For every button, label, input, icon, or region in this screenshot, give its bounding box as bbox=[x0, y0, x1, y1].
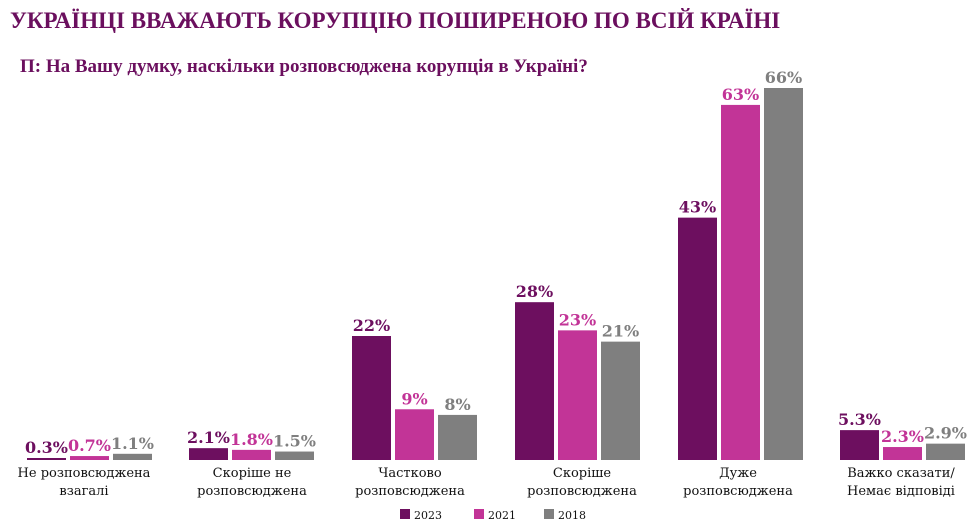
bar-2021-cat0 bbox=[70, 456, 109, 460]
data-label-2023-cat3: 28% bbox=[516, 282, 553, 301]
data-label-2018-cat3: 21% bbox=[602, 322, 639, 341]
bar-2023-cat4 bbox=[678, 217, 717, 460]
category-label-3-line0: Скоріше bbox=[553, 466, 611, 481]
category-label-4-line0: Дуже bbox=[719, 466, 757, 481]
data-label-2021-cat1: 1.8% bbox=[230, 430, 273, 449]
bar-2023-cat3 bbox=[515, 302, 554, 460]
category-label-2-line1: розповсюджена bbox=[355, 484, 465, 499]
bar-2018-cat2 bbox=[438, 414, 477, 460]
legend-swatch-2023 bbox=[400, 509, 410, 519]
bar-2023-cat2 bbox=[352, 336, 391, 460]
bar-2018-cat0 bbox=[113, 453, 152, 460]
legend-swatch-2018 bbox=[544, 509, 554, 519]
data-label-2023-cat2: 22% bbox=[353, 316, 390, 335]
page-title: УКРАЇНЦІ ВВАЖАЮТЬ КОРУПЦІЮ ПОШИРЕНОЮ ПО … bbox=[10, 8, 781, 33]
data-label-2018-cat1: 1.5% bbox=[273, 432, 316, 451]
data-label-2023-cat5: 5.3% bbox=[838, 410, 881, 429]
data-label-2021-cat4: 63% bbox=[722, 85, 759, 104]
category-label-0-line0: Не розповсюджена bbox=[18, 466, 151, 481]
data-label-2018-cat2: 8% bbox=[444, 395, 470, 414]
data-label-2021-cat5: 2.3% bbox=[881, 427, 924, 446]
bar-2018-cat4 bbox=[764, 88, 803, 460]
data-label-2021-cat2: 9% bbox=[401, 389, 427, 408]
data-label-2018-cat5: 2.9% bbox=[924, 424, 967, 443]
data-label-2018-cat0: 1.1% bbox=[111, 434, 154, 453]
legend-label-2018: 2018 bbox=[558, 509, 586, 522]
bar-2021-cat5 bbox=[883, 447, 922, 460]
category-label-3-line1: розповсюджена bbox=[527, 484, 637, 499]
data-label-2021-cat0: 0.7% bbox=[68, 436, 111, 455]
category-label-4-line1: розповсюджена bbox=[683, 484, 793, 499]
data-label-2021-cat3: 23% bbox=[559, 310, 596, 329]
bar-2021-cat2 bbox=[395, 409, 434, 460]
data-label-2023-cat0: 0.3% bbox=[25, 438, 68, 457]
bar-2018-cat3 bbox=[601, 341, 640, 460]
data-label-2023-cat4: 43% bbox=[679, 198, 716, 217]
category-label-1-line1: розповсюджена bbox=[197, 484, 307, 499]
bar-2018-cat1 bbox=[275, 451, 314, 460]
category-label-2-line0: Частково bbox=[378, 466, 442, 481]
legend-swatch-2021 bbox=[474, 509, 484, 519]
legend-label-2021: 2021 bbox=[488, 509, 516, 522]
category-label-5-line1: Немає відповіді bbox=[847, 484, 955, 499]
legend-label-2023: 2023 bbox=[414, 509, 442, 522]
category-label-1-line0: Скоріше не bbox=[213, 466, 292, 481]
bar-2023-cat5 bbox=[840, 430, 879, 460]
category-label-5-line0: Важко сказати/ bbox=[847, 466, 955, 481]
bar-2021-cat4 bbox=[721, 104, 760, 460]
bar-2023-cat0 bbox=[27, 458, 66, 460]
bar-2021-cat3 bbox=[558, 330, 597, 460]
data-label-2018-cat4: 66% bbox=[765, 68, 802, 87]
question-subtitle: П: На Вашу думку, наскільки розповсюджен… bbox=[20, 56, 588, 77]
bar-2021-cat1 bbox=[232, 449, 271, 460]
category-label-0-line1: взагалі bbox=[59, 484, 108, 499]
bar-2023-cat1 bbox=[189, 448, 228, 460]
data-label-2023-cat1: 2.1% bbox=[187, 428, 230, 447]
bar-2018-cat5 bbox=[926, 443, 965, 460]
